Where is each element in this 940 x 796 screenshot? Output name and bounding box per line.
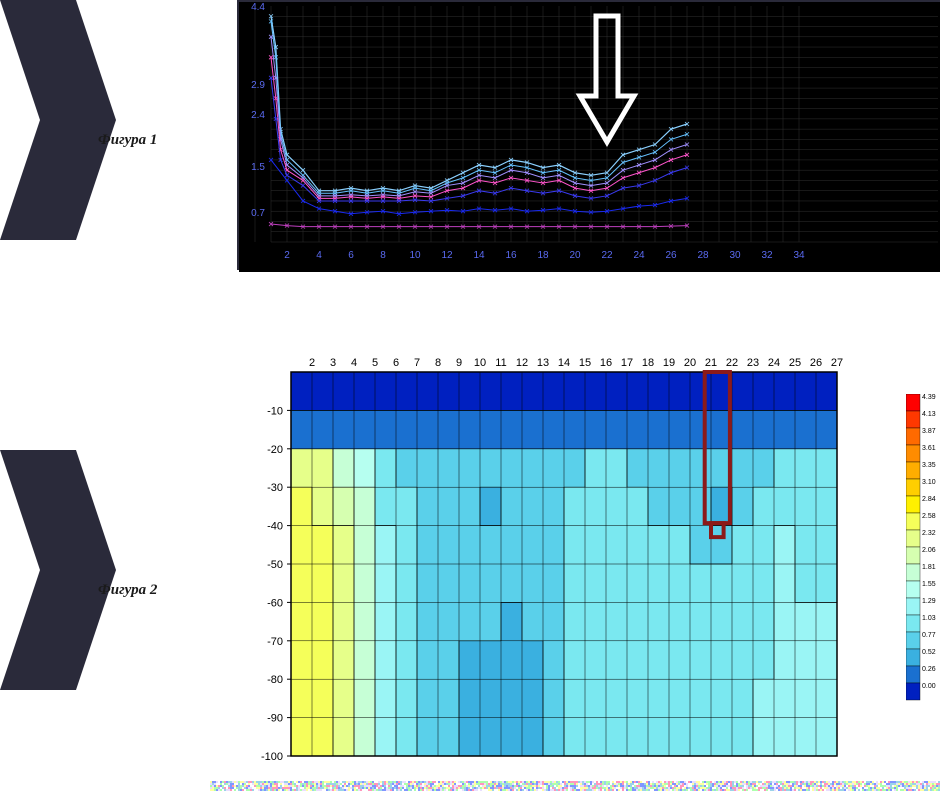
- svg-text:4.13: 4.13: [922, 411, 936, 418]
- svg-text:8: 8: [380, 250, 386, 261]
- svg-text:22: 22: [726, 357, 738, 369]
- svg-text:-100: -100: [261, 751, 283, 760]
- svg-text:2.32: 2.32: [922, 530, 936, 537]
- svg-text:1.5: 1.5: [251, 162, 265, 173]
- svg-text:27: 27: [831, 357, 843, 369]
- svg-text:4: 4: [316, 250, 322, 261]
- svg-text:2.58: 2.58: [922, 513, 936, 520]
- svg-text:30: 30: [729, 250, 741, 261]
- svg-text:28: 28: [697, 250, 709, 261]
- svg-text:16: 16: [505, 250, 517, 261]
- svg-text:14: 14: [473, 250, 485, 261]
- svg-text:5: 5: [372, 357, 378, 369]
- chevron-decor-2: [0, 450, 122, 696]
- svg-text:6: 6: [393, 357, 399, 369]
- svg-text:26: 26: [810, 357, 822, 369]
- svg-text:18: 18: [642, 357, 654, 369]
- svg-text:19: 19: [663, 357, 675, 369]
- svg-text:-50: -50: [267, 559, 283, 571]
- svg-text:10: 10: [474, 357, 486, 369]
- svg-text:4.39: 4.39: [922, 394, 936, 401]
- svg-text:16: 16: [600, 357, 612, 369]
- svg-text:26: 26: [665, 250, 677, 261]
- svg-text:2.06: 2.06: [922, 547, 936, 554]
- svg-text:-70: -70: [267, 636, 283, 648]
- svg-text:14: 14: [558, 357, 570, 369]
- svg-text:3: 3: [330, 357, 336, 369]
- svg-text:-60: -60: [267, 597, 283, 609]
- svg-text:3.10: 3.10: [922, 479, 936, 486]
- svg-text:1.03: 1.03: [922, 615, 936, 622]
- svg-text:-30: -30: [267, 482, 283, 494]
- svg-text:3.61: 3.61: [922, 445, 936, 452]
- svg-text:0.7: 0.7: [251, 208, 265, 219]
- svg-text:22: 22: [601, 250, 613, 261]
- svg-text:12: 12: [441, 250, 453, 261]
- svg-text:0.77: 0.77: [922, 632, 936, 639]
- svg-text:21: 21: [705, 357, 717, 369]
- svg-text:2.84: 2.84: [922, 496, 936, 503]
- svg-text:24: 24: [633, 250, 645, 261]
- svg-text:23: 23: [747, 357, 759, 369]
- svg-text:9: 9: [456, 357, 462, 369]
- svg-text:1.81: 1.81: [922, 564, 936, 571]
- svg-text:10: 10: [409, 250, 421, 261]
- svg-text:-40: -40: [267, 521, 283, 533]
- svg-text:-80: -80: [267, 674, 283, 686]
- svg-text:24: 24: [768, 357, 780, 369]
- svg-text:3.87: 3.87: [922, 428, 936, 435]
- chevron-decor-1: [0, 0, 122, 246]
- figure-2-label: Фигура 2: [98, 582, 157, 599]
- noise-strip: [210, 778, 940, 788]
- svg-text:4: 4: [351, 357, 357, 369]
- svg-text:6: 6: [348, 250, 354, 261]
- svg-text:34: 34: [793, 250, 805, 261]
- svg-text:0.52: 0.52: [922, 649, 936, 656]
- figure-1-label: Фигура 1: [98, 132, 157, 149]
- svg-text:20: 20: [569, 250, 581, 261]
- chart-2-contour: 2345678910111213141516171819202122232425…: [237, 352, 901, 760]
- chart-2-color-legend: 4.39 4.13 3.87 3.61 3.35 3.10 2.84 2.58 2.32 2.06…: [906, 394, 940, 739]
- svg-text:2: 2: [309, 357, 315, 369]
- svg-text:20: 20: [684, 357, 696, 369]
- svg-text:18: 18: [537, 250, 549, 261]
- svg-text:0.26: 0.26: [922, 666, 936, 673]
- svg-text:1.55: 1.55: [922, 581, 936, 588]
- svg-text:1.29: 1.29: [922, 598, 936, 605]
- svg-text:25: 25: [789, 357, 801, 369]
- svg-text:17: 17: [621, 357, 633, 369]
- svg-text:4.4: 4.4: [251, 2, 265, 13]
- svg-text:32: 32: [761, 250, 773, 261]
- svg-text:-90: -90: [267, 713, 283, 725]
- chart-1-line: 2468101214161820222426283032344.42.92.41…: [237, 0, 940, 270]
- svg-text:-20: -20: [267, 444, 283, 456]
- svg-text:2: 2: [284, 250, 290, 261]
- svg-text:2.4: 2.4: [251, 110, 265, 121]
- svg-text:7: 7: [414, 357, 420, 369]
- svg-text:0.00: 0.00: [922, 683, 936, 690]
- svg-text:11: 11: [495, 357, 506, 369]
- svg-text:-10: -10: [267, 405, 283, 417]
- svg-text:8: 8: [435, 357, 441, 369]
- svg-text:3.35: 3.35: [922, 462, 936, 469]
- svg-text:2.9: 2.9: [251, 80, 265, 91]
- svg-text:15: 15: [579, 357, 591, 369]
- svg-text:13: 13: [537, 357, 549, 369]
- svg-text:12: 12: [516, 357, 528, 369]
